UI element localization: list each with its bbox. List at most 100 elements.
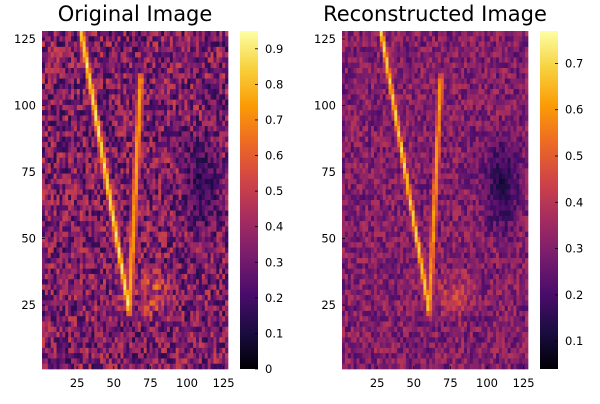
heatmap-cell — [80, 211, 83, 217]
heatmap-cell — [196, 248, 199, 254]
heatmap-cell — [348, 100, 351, 106]
heatmap-cell — [126, 290, 129, 296]
heatmap-cell — [83, 343, 86, 349]
heatmap-cell — [161, 63, 164, 69]
heatmap-cell — [135, 348, 138, 354]
heatmap-cell — [144, 31, 147, 37]
heatmap-cell — [59, 364, 62, 370]
heatmap-cell — [144, 200, 147, 206]
heatmap-cell — [123, 226, 126, 232]
heatmap-cell — [77, 285, 80, 291]
heatmap-cell — [354, 52, 357, 58]
heatmap-cell — [525, 57, 528, 63]
heatmap-cell — [45, 94, 48, 100]
heatmap-cell — [208, 189, 211, 195]
heatmap-cell — [167, 311, 170, 317]
heatmap-cell — [115, 152, 118, 158]
heatmap-cell — [62, 327, 65, 333]
heatmap-cell — [138, 242, 141, 248]
heatmap-cell — [400, 42, 403, 48]
heatmap-cell — [377, 68, 380, 74]
heatmap-cell — [196, 332, 199, 338]
heatmap-cell — [91, 295, 94, 301]
heatmap-cell — [161, 179, 164, 185]
heatmap-cell — [389, 52, 392, 58]
heatmap-cell — [62, 57, 65, 63]
heatmap-cell — [135, 242, 138, 248]
colorbar-tick-label: 0.1 — [265, 326, 283, 340]
heatmap-cell — [59, 131, 62, 137]
heatmap-cell — [135, 274, 138, 280]
heatmap-cell — [155, 353, 158, 359]
heatmap-cell — [342, 63, 345, 69]
heatmap-cell — [179, 163, 182, 169]
heatmap-cell — [97, 89, 100, 95]
heatmap-cell — [441, 79, 444, 85]
heatmap-cell — [123, 290, 126, 296]
heatmap-cell — [80, 89, 83, 95]
heatmap-cell — [150, 195, 153, 201]
heatmap-cell — [100, 131, 103, 137]
heatmap-cell — [100, 47, 103, 53]
heatmap-cell — [109, 168, 112, 174]
heatmap-cell — [77, 205, 80, 211]
heatmap-cell — [80, 300, 83, 306]
heatmap-cell — [115, 269, 118, 275]
heatmap-cell — [115, 348, 118, 354]
heatmap-cell — [377, 36, 380, 42]
heatmap-cell — [100, 105, 103, 111]
heatmap-cell — [48, 142, 51, 148]
heatmap-cell — [112, 94, 115, 100]
heatmap-cell — [484, 89, 487, 95]
heatmap-cell — [94, 274, 97, 280]
heatmap-cell — [435, 47, 438, 53]
heatmap-cell — [100, 31, 103, 37]
heatmap-cell — [359, 79, 362, 85]
heatmap-cell — [57, 73, 60, 79]
heatmap-cell — [45, 137, 48, 143]
heatmap-cell — [351, 36, 354, 42]
heatmap-cell — [68, 147, 71, 153]
heatmap-cell — [42, 358, 45, 364]
heatmap-cell — [91, 269, 94, 275]
heatmap-cell — [202, 116, 205, 122]
heatmap-cell — [167, 142, 170, 148]
heatmap-cell — [429, 31, 432, 37]
heatmap-cell — [144, 321, 147, 327]
heatmap-cell — [106, 211, 109, 217]
heatmap-cell — [211, 221, 214, 227]
heatmap-cell — [190, 358, 193, 364]
heatmap-cell — [141, 73, 144, 79]
heatmap-cell — [516, 73, 519, 79]
heatmap-cell — [57, 205, 60, 211]
heatmap-cell — [167, 110, 170, 116]
heatmap-cell — [435, 68, 438, 74]
heatmap-cell — [496, 57, 499, 63]
heatmap-cell — [94, 279, 97, 285]
heatmap-cell — [65, 269, 68, 275]
heatmap-cell — [65, 168, 68, 174]
heatmap-cell — [202, 105, 205, 111]
heatmap-cell — [470, 68, 473, 74]
heatmap-cell — [441, 94, 444, 100]
heatmap-cell — [120, 343, 123, 349]
heatmap-cell — [120, 189, 123, 195]
heatmap-cell — [71, 237, 74, 243]
heatmap-cell — [71, 300, 74, 306]
heatmap-cell — [179, 306, 182, 312]
heatmap-cell — [161, 105, 164, 111]
heatmap-cell — [152, 116, 155, 122]
heatmap-cell — [164, 42, 167, 48]
heatmap-cell — [173, 84, 176, 90]
heatmap-cell — [54, 269, 57, 275]
heatmap-cell — [170, 131, 173, 137]
heatmap-cell — [193, 237, 196, 243]
heatmap-cell — [118, 211, 121, 217]
heatmap-cell — [132, 152, 135, 158]
heatmap-cell — [86, 79, 89, 85]
heatmap-cell — [377, 57, 380, 63]
heatmap-cell — [496, 68, 499, 74]
heatmap-cell — [118, 306, 121, 312]
heatmap-cell — [141, 163, 144, 169]
heatmap-cell — [426, 52, 429, 58]
